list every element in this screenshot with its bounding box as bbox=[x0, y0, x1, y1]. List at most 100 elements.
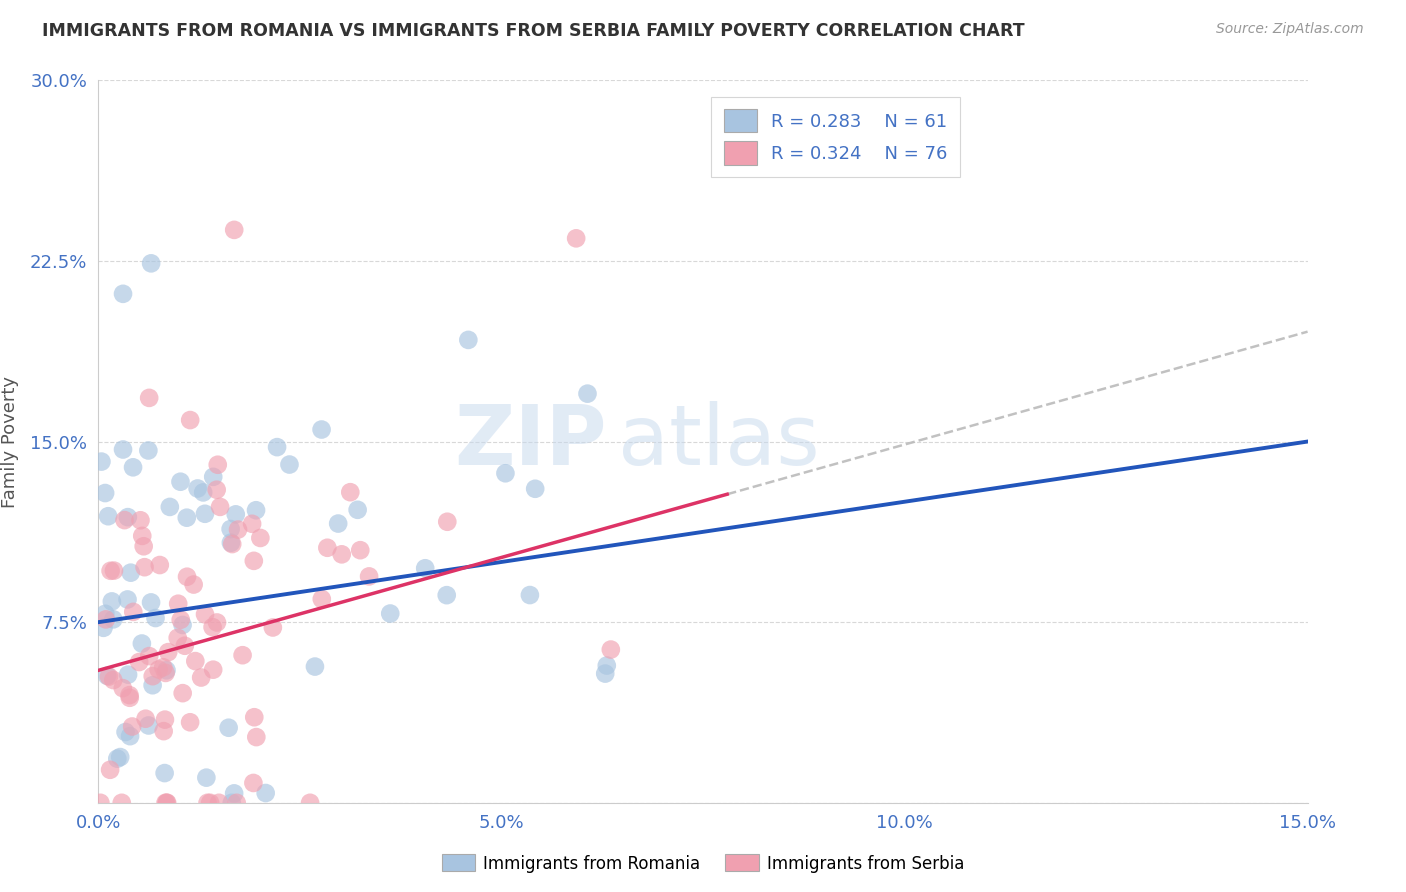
Point bbox=[152, 660, 174, 674]
Point bbox=[173, 639, 195, 653]
Point bbox=[349, 543, 371, 558]
Point bbox=[330, 547, 353, 561]
Point bbox=[359, 569, 381, 583]
Point bbox=[142, 669, 165, 683]
Point bbox=[346, 503, 368, 517]
Point bbox=[457, 333, 479, 347]
Point bbox=[316, 541, 339, 555]
Point bbox=[111, 681, 134, 695]
Point bbox=[134, 560, 156, 574]
Point bbox=[221, 796, 243, 810]
Point bbox=[179, 715, 201, 730]
Point bbox=[94, 612, 117, 626]
Point bbox=[221, 537, 243, 551]
Point bbox=[152, 724, 174, 739]
Point bbox=[172, 686, 194, 700]
Text: atlas: atlas bbox=[619, 401, 820, 482]
Point bbox=[219, 522, 242, 536]
Point bbox=[139, 595, 162, 609]
Point bbox=[243, 554, 266, 568]
Point bbox=[155, 663, 177, 677]
Point bbox=[243, 710, 266, 724]
Point bbox=[94, 607, 117, 621]
Point bbox=[311, 592, 333, 607]
Point bbox=[121, 719, 143, 733]
Point bbox=[176, 510, 198, 524]
Point bbox=[190, 671, 212, 685]
Point bbox=[120, 566, 142, 580]
Point bbox=[155, 665, 177, 680]
Text: Source: ZipAtlas.com: Source: ZipAtlas.com bbox=[1216, 22, 1364, 37]
Point bbox=[105, 752, 128, 766]
Point bbox=[179, 413, 201, 427]
Point bbox=[93, 621, 115, 635]
Legend: R = 0.283    N = 61, R = 0.324    N = 76: R = 0.283 N = 61, R = 0.324 N = 76 bbox=[711, 96, 960, 178]
Point bbox=[103, 564, 125, 578]
Point bbox=[311, 423, 333, 437]
Point bbox=[90, 454, 112, 468]
Point bbox=[205, 483, 228, 497]
Point bbox=[112, 286, 135, 301]
Point bbox=[339, 485, 361, 500]
Point bbox=[226, 523, 249, 537]
Point bbox=[138, 718, 160, 732]
Point bbox=[100, 564, 122, 578]
Y-axis label: Family Poverty: Family Poverty bbox=[1, 376, 18, 508]
Point bbox=[138, 391, 160, 405]
Point bbox=[120, 729, 142, 743]
Point bbox=[266, 440, 288, 454]
Point bbox=[202, 663, 225, 677]
Point bbox=[96, 669, 118, 683]
Point bbox=[225, 796, 247, 810]
Point bbox=[225, 508, 247, 522]
Point bbox=[122, 605, 145, 619]
Point bbox=[197, 796, 219, 810]
Point bbox=[169, 475, 191, 489]
Point bbox=[117, 510, 139, 524]
Point bbox=[242, 776, 264, 790]
Point bbox=[167, 597, 190, 611]
Point bbox=[98, 763, 121, 777]
Point bbox=[114, 513, 136, 527]
Point bbox=[155, 796, 177, 810]
Text: ZIP: ZIP bbox=[454, 401, 606, 482]
Point bbox=[153, 713, 176, 727]
Point bbox=[148, 663, 170, 677]
Point bbox=[436, 515, 458, 529]
Point bbox=[111, 796, 134, 810]
Point bbox=[128, 655, 150, 669]
Point bbox=[183, 577, 205, 591]
Point bbox=[157, 645, 180, 659]
Point bbox=[145, 611, 167, 625]
Point bbox=[524, 482, 547, 496]
Point bbox=[187, 482, 209, 496]
Point bbox=[599, 642, 621, 657]
Point bbox=[112, 442, 135, 457]
Point bbox=[596, 658, 619, 673]
Point bbox=[149, 558, 172, 572]
Point bbox=[135, 712, 157, 726]
Point bbox=[304, 659, 326, 673]
Point bbox=[218, 721, 240, 735]
Point bbox=[232, 648, 254, 663]
Point bbox=[97, 509, 120, 524]
Text: IMMIGRANTS FROM ROMANIA VS IMMIGRANTS FROM SERBIA FAMILY POVERTY CORRELATION CHA: IMMIGRANTS FROM ROMANIA VS IMMIGRANTS FR… bbox=[42, 22, 1025, 40]
Point bbox=[103, 612, 125, 626]
Point bbox=[249, 531, 271, 545]
Point bbox=[131, 636, 153, 650]
Point bbox=[593, 666, 616, 681]
Point bbox=[254, 786, 277, 800]
Point bbox=[205, 615, 228, 630]
Point bbox=[245, 730, 267, 744]
Point bbox=[132, 539, 155, 553]
Point bbox=[184, 654, 207, 668]
Point bbox=[118, 690, 141, 705]
Point bbox=[114, 725, 136, 739]
Point bbox=[170, 613, 193, 627]
Point bbox=[166, 631, 188, 645]
Point bbox=[97, 669, 120, 683]
Point bbox=[118, 688, 141, 702]
Point bbox=[156, 796, 179, 810]
Point bbox=[129, 513, 152, 527]
Point bbox=[94, 486, 117, 500]
